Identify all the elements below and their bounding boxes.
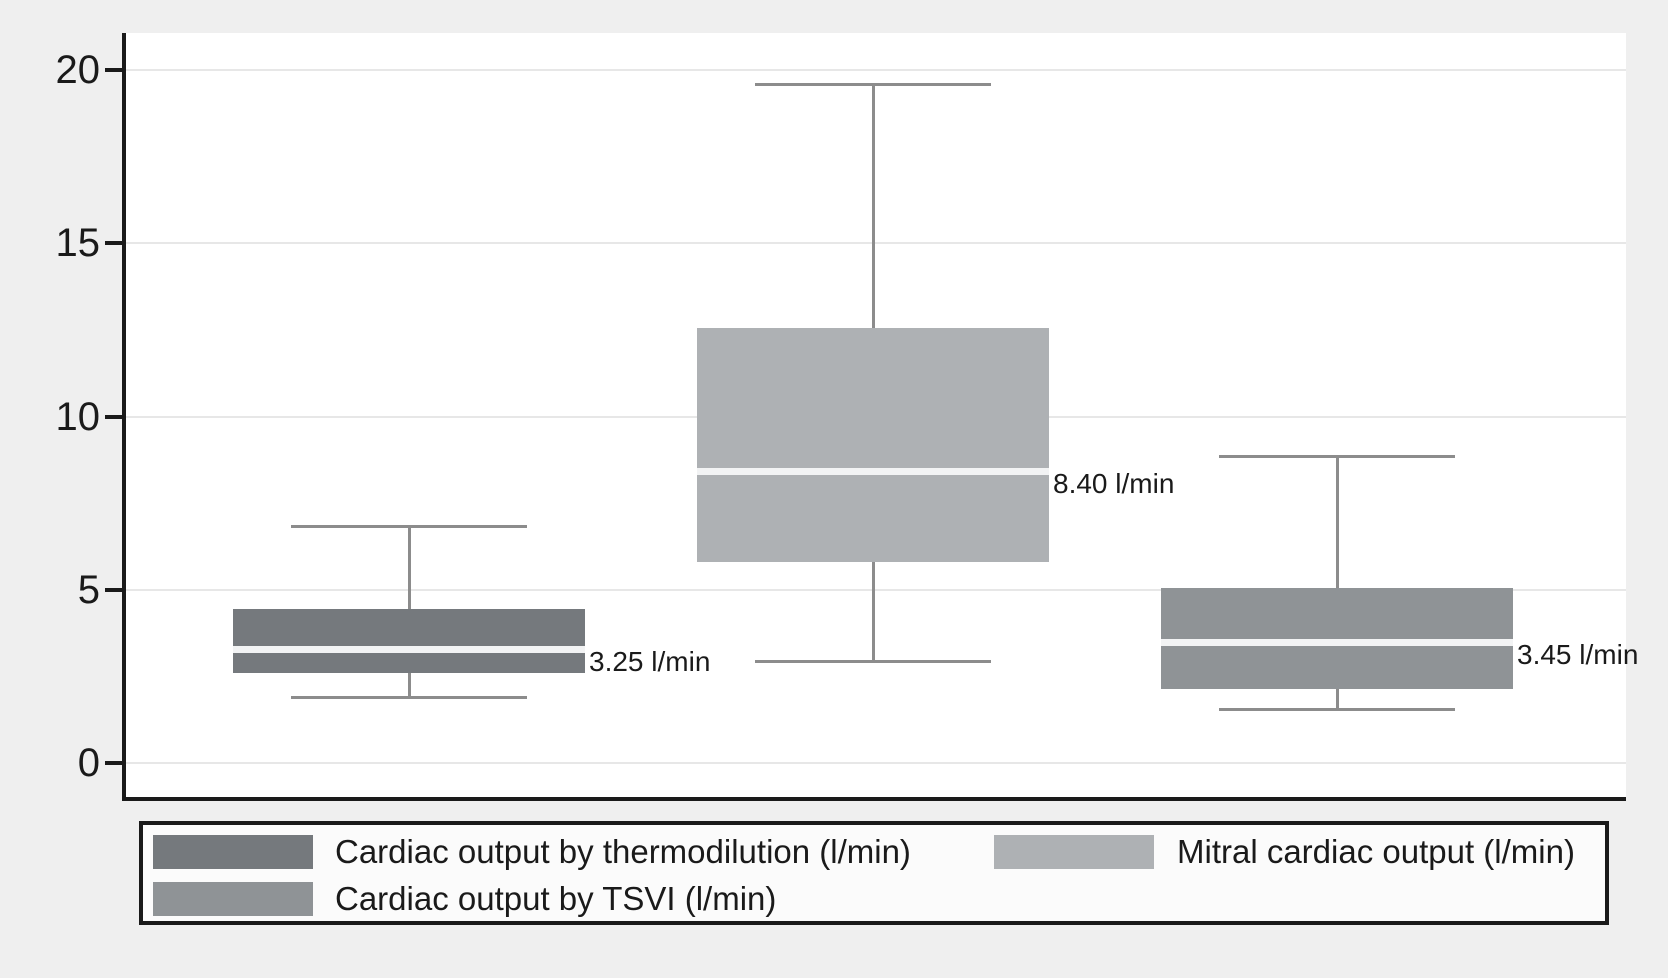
y-tick <box>105 587 122 592</box>
median-line <box>697 467 1049 475</box>
y-gridline <box>126 762 1626 764</box>
y-gridline <box>126 588 1626 591</box>
median-value-label: 3.45 l/min <box>1517 639 1639 671</box>
box-rect <box>697 328 1049 563</box>
whisker-cap-bottom <box>755 659 991 663</box>
median-line <box>233 646 585 654</box>
y-tick-label: 5 <box>77 567 100 612</box>
legend-swatch <box>153 882 313 916</box>
whisker-line <box>1336 456 1339 710</box>
y-tick <box>105 414 122 419</box>
whisker-cap-top <box>1219 455 1455 459</box>
y-axis <box>122 33 126 801</box>
y-tick <box>105 241 122 246</box>
y-tick-label: 10 <box>55 394 101 439</box>
whisker-cap-top <box>755 82 991 86</box>
box-rect <box>233 608 585 673</box>
y-tick-label: 0 <box>77 741 100 785</box>
whisker-cap-bottom <box>291 696 527 700</box>
median-value-label: 3.25 l/min <box>589 646 711 678</box>
whisker-cap-bottom <box>1219 708 1455 712</box>
y-tick <box>105 68 122 72</box>
y-gridline <box>126 242 1626 245</box>
legend-swatch <box>994 835 1154 869</box>
x-axis <box>122 797 1626 801</box>
legend: Cardiac output by thermodilution (l/min)… <box>139 821 1609 925</box>
median-value-label: 8.40 l/min <box>1053 467 1175 499</box>
y-tick-label: 20 <box>55 48 101 92</box>
legend-label: Cardiac output by TSVI (l/min) <box>335 880 777 917</box>
median-line <box>1161 639 1513 647</box>
box-rect <box>1161 588 1513 689</box>
y-tick-label: 15 <box>55 221 101 266</box>
legend-label: Cardiac output by thermodilution (l/min) <box>335 833 911 870</box>
legend-label: Mitral cardiac output (l/min) <box>1177 833 1575 870</box>
y-gridline <box>126 69 1626 71</box>
legend-swatch <box>153 835 313 869</box>
whisker-cap-top <box>291 524 527 528</box>
y-tick <box>105 761 122 765</box>
